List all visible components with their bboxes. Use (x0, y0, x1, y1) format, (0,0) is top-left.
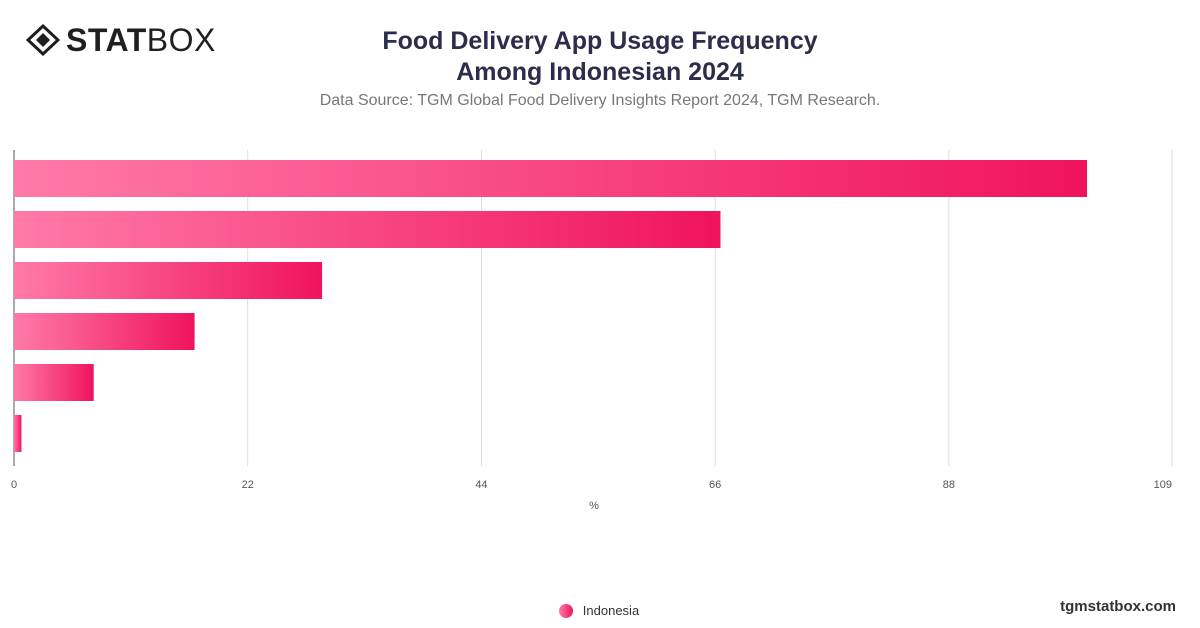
legend: Indonesia (0, 603, 1200, 618)
x-tick-label: 22 (242, 479, 254, 491)
chart-title-line1: Food Delivery App Usage Frequency (382, 27, 818, 55)
x-tick-label: 66 (709, 479, 721, 491)
brand-name-light: BOX (146, 22, 216, 58)
legend-label: Indonesia (582, 603, 640, 618)
x-axis-label: % (589, 500, 599, 512)
x-tick-label: 88 (943, 479, 955, 491)
chart-title: Food Delivery App Usage Frequency Among … (0, 26, 1200, 88)
legend-item-indonesia[interactable]: Indonesia (558, 603, 640, 618)
footer-website[interactable]: tgmstatbox.com (1060, 598, 1176, 615)
bar[interactable] (14, 313, 195, 350)
x-tick-label: 0 (11, 479, 17, 491)
bar-chart: 0 22 44 66 88 109 % (11, 150, 1173, 512)
bar[interactable] (14, 415, 22, 452)
bar[interactable] (14, 160, 1088, 197)
diamond-logo-icon (26, 24, 60, 56)
legend-dot-icon (558, 603, 573, 618)
brand-name: STATBOX (66, 24, 216, 56)
x-tick-label: 109 (1154, 479, 1172, 491)
chart-subtitle: Data Source: TGM Global Food Delivery In… (319, 92, 881, 109)
bar[interactable] (14, 364, 94, 401)
x-tick-label: 44 (475, 479, 487, 491)
brand-name-bold: STAT (66, 22, 147, 58)
bar[interactable] (14, 211, 721, 248)
chart-title-line2: Among Indonesian 2024 (456, 58, 744, 86)
bar[interactable] (14, 262, 323, 299)
statbox-logo: STATBOX (26, 24, 216, 56)
